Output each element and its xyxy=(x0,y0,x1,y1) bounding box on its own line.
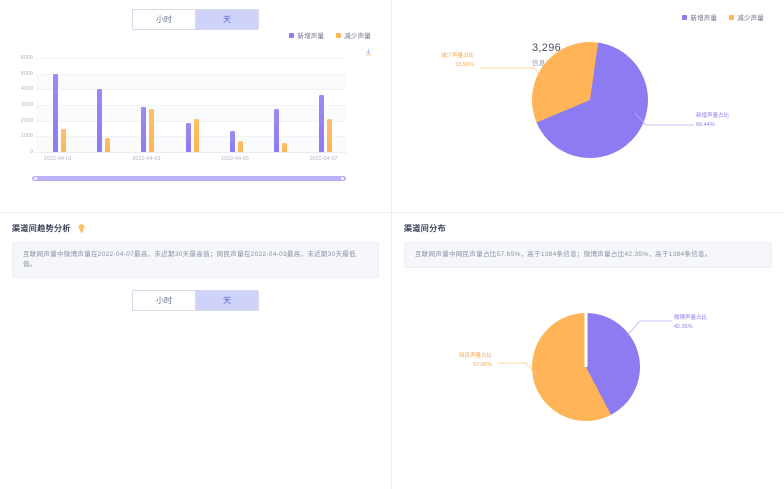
donut-callout-purple-bottom-label: 微博声量占比 xyxy=(674,315,708,321)
donut-leader-line-orange xyxy=(480,67,548,84)
legend-label-1: 减少声量 xyxy=(737,15,764,22)
donut-callout-orange-bottom-label: 网民声量占比 xyxy=(458,353,492,359)
bar-新增声量-2022-04-05[interactable] xyxy=(229,131,235,152)
donut-callout-orange-label: 减少声量占比 xyxy=(440,53,474,59)
y-axis-tick: 5000 xyxy=(20,70,33,77)
legend-dot-purple-icon xyxy=(289,32,295,38)
donut-callout-purple-bottom-value: 42.35% xyxy=(674,323,693,330)
donut-callout-purple-value: 66.44% xyxy=(696,121,715,128)
page-title: 渠道间分布 xyxy=(404,224,446,233)
donut-callout-orange-value: 33.56% xyxy=(455,61,474,68)
chart-band xyxy=(36,136,346,152)
chart-scrollbar-top[interactable] xyxy=(32,176,346,181)
donut-callout-purple: 新增声量占比 66.44% xyxy=(696,112,729,130)
grid-line xyxy=(36,152,346,153)
legend-dot-orange-icon xyxy=(729,14,735,20)
donut-leader-line-purple xyxy=(632,110,694,126)
bar-新增声量-2022-04-01[interactable] xyxy=(52,73,58,152)
bar-减少声量-2022-04-06[interactable] xyxy=(282,142,288,152)
bar-新增声量-2022-04-04[interactable] xyxy=(185,122,191,152)
donut-chart-bottom-right xyxy=(532,313,640,421)
chart-band xyxy=(36,73,346,90)
panel-donut-top: 新增声量 减少声量 3,296 信息总量 减少声量占比 33.56% xyxy=(392,0,784,213)
page-title: 渠道间趋势分析 xyxy=(12,224,71,233)
summary-text-bottom-left: 互联网声量中微博声量在2022-04-07最高，未近期30天最高值；网民声量在2… xyxy=(12,242,379,278)
y-axis-tick: 6000 xyxy=(20,55,33,61)
granularity-toggle-bottom: 小时 天 xyxy=(0,278,391,311)
x-axis-tick: 2022-04-01 xyxy=(43,156,72,162)
bar-减少声量-2022-04-07[interactable] xyxy=(326,118,332,152)
bar-减少声量-2022-04-02[interactable] xyxy=(105,138,111,152)
bar-减少声量-2022-04-04[interactable] xyxy=(193,118,199,152)
toggle-option-day-top[interactable]: 天 xyxy=(195,10,258,29)
donut-leader-line-orange-bottom xyxy=(498,362,542,381)
x-axis-tick: 2022-04-07 xyxy=(309,156,338,162)
donut-gap xyxy=(584,313,588,367)
toggle-option-hour-bottom[interactable]: 小时 xyxy=(133,290,195,310)
bulb-icon xyxy=(76,223,87,234)
donut-leader-line-purple-bottom xyxy=(624,320,672,339)
grid-line xyxy=(36,105,346,106)
legend-label-1: 减少声量 xyxy=(344,33,371,40)
grid-line xyxy=(36,89,346,91)
bar-新增声量-2022-04-07[interactable] xyxy=(318,95,324,152)
legend-item-0[interactable]: 新增声量 xyxy=(682,12,717,22)
legend-dot-orange-icon xyxy=(336,32,342,38)
panel-trend-bar-top: 小时 天 新增声量 减少声量 0 1000 2000 3000 4000 5000 6000… xyxy=(0,0,392,213)
grid-line xyxy=(36,58,346,59)
y-axis-tick: 1000 xyxy=(20,133,33,140)
download-icon[interactable] xyxy=(364,44,373,56)
granularity-toggle-top: 小时 天 xyxy=(0,0,391,30)
y-axis-tick: 3000 xyxy=(20,102,33,108)
grid-line xyxy=(36,73,346,75)
legend-item-0[interactable]: 新增声量 xyxy=(289,30,324,40)
legend-top-left: 新增声量 减少声量 xyxy=(289,30,371,40)
legend-label-0: 新增声量 xyxy=(297,33,325,40)
donut-callout-orange-bottom-value: 57.65% xyxy=(473,361,492,368)
toggle-option-hour-top[interactable]: 小时 xyxy=(133,10,195,29)
donut-center-value: 3,296 xyxy=(532,42,562,54)
donut-callout-orange: 减少声量占比 33.56% xyxy=(441,52,474,70)
chart-band xyxy=(36,105,346,121)
y-axis-tick: 2000 xyxy=(20,117,33,124)
legend-label-0: 新增声量 xyxy=(690,15,718,22)
grid-line xyxy=(36,136,346,138)
donut-chart-top-right: 3,296 信息总量 xyxy=(532,42,648,158)
panel-header-bottom-right: 渠道间分布 xyxy=(392,213,784,234)
legend-top-right: 新增声量 减少声量 xyxy=(682,12,764,22)
bar-新增声量-2022-04-06[interactable] xyxy=(274,108,280,152)
y-axis-tick: 4000 xyxy=(20,86,33,93)
bar-减少声量-2022-04-01[interactable] xyxy=(60,129,66,152)
legend-item-1[interactable]: 减少声量 xyxy=(729,12,764,22)
panel-header-bottom-left: 渠道间趋势分析 xyxy=(0,213,391,234)
toggle-option-day-bottom[interactable]: 天 xyxy=(195,290,258,310)
donut-callout-purple-bottom: 微博声量占比 42.35% xyxy=(674,314,707,332)
panel-trend-bar-bottom: 渠道间趋势分析 互联网声量中微博声量在2022-04-07最高，未近期30天最高… xyxy=(0,213,392,489)
bar-减少声量-2022-04-05[interactable] xyxy=(237,141,243,152)
bar-减少声量-2022-04-03[interactable] xyxy=(149,109,155,152)
summary-text-bottom-right: 互联网声量中网民声量占比57.65%，高于1384条信息；微博声量占比42.35… xyxy=(404,242,772,268)
x-axis-tick: 2022-04-05 xyxy=(220,156,250,162)
panel-donut-bottom: 渠道间分布 互联网声量中网民声量占比57.65%，高于1384条信息；微博声量占… xyxy=(392,213,784,489)
x-axis-tick: 2022-04-03 xyxy=(132,156,161,162)
donut-callout-purple-label: 新增声量占比 xyxy=(696,113,730,119)
legend-item-1[interactable]: 减少声量 xyxy=(336,30,371,40)
bar-chart-top-left: 0 1000 2000 3000 4000 5000 6000 2022-04-01 2022-… xyxy=(21,55,346,162)
y-axis-tick: 0 xyxy=(29,149,33,155)
legend-dot-purple-icon xyxy=(682,14,688,20)
donut-callout-orange-bottom: 网民声量占比 57.65% xyxy=(459,352,492,370)
bar-新增声量-2022-04-02[interactable] xyxy=(97,88,103,152)
grid-line xyxy=(36,120,346,122)
bar-新增声量-2022-04-03[interactable] xyxy=(141,107,147,152)
